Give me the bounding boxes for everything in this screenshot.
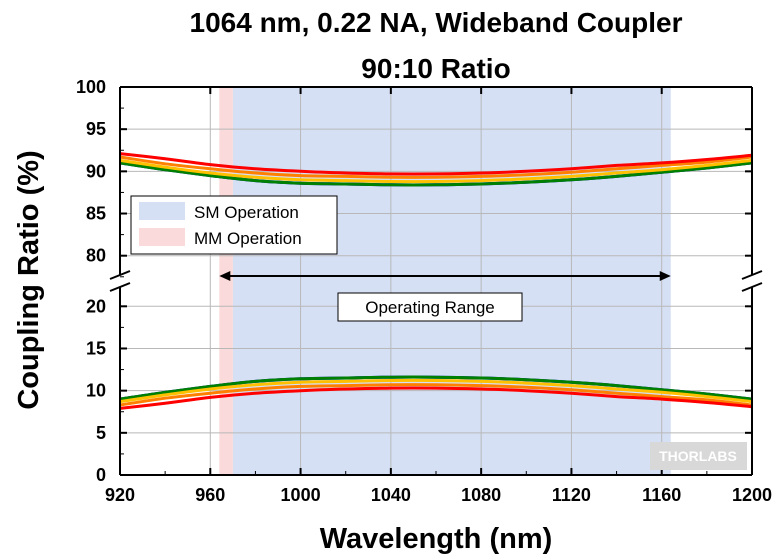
series-4-lower-line [119, 386, 753, 410]
axis-break-mark [109, 282, 131, 292]
series-1-lower-line [119, 375, 753, 401]
y-upper-tick-label: 100 [76, 77, 106, 97]
legend-label-1: MM Operation [194, 229, 302, 248]
y-upper-tick-label: 85 [86, 204, 106, 224]
x-tick-label: 1040 [371, 485, 411, 505]
x-axis-title: Wavelength (nm) [320, 523, 553, 555]
range-label: Operating Range [365, 298, 494, 317]
legend-label-0: SM Operation [194, 203, 299, 222]
thorlabs-logo: THORLABS [650, 442, 747, 470]
chart-title-line-2: 90:10 Ratio [361, 53, 510, 84]
legend-swatch-1 [139, 228, 185, 246]
range-arrow-head-left [219, 271, 231, 281]
shaded-regions [219, 87, 671, 475]
series-4-upper-line [119, 152, 753, 176]
x-tick-label: 1000 [281, 485, 321, 505]
series-2-lower-line [119, 378, 753, 404]
y-upper-tick-label: 95 [86, 119, 106, 139]
data-series [119, 152, 753, 410]
x-tick-label: 1120 [552, 485, 591, 505]
x-tick-label: 1200 [732, 485, 772, 505]
axis-break-mark [741, 282, 763, 292]
y-upper-tick-label: 80 [86, 246, 106, 266]
x-tick-label: 920 [105, 485, 135, 505]
y-lower-tick-label: 5 [96, 423, 106, 443]
legend-swatch-0 [139, 202, 185, 220]
range-label-box [337, 292, 523, 322]
region-0 [232, 87, 671, 475]
series-3-upper-line [119, 155, 753, 179]
x-tick-label: 1160 [642, 485, 681, 505]
y-lower-tick-label: 10 [86, 381, 106, 401]
range-arrow-head-right [659, 271, 671, 281]
chart-title-line-1: 1064 nm, 0.22 NA, Wideband Coupler [190, 7, 683, 38]
series-1-upper-line [119, 161, 753, 187]
logo-text: THORLABS [659, 448, 737, 464]
axis-ticks: 920 960 1000 1040 1080 1120 1160 12008085909510… [76, 77, 772, 505]
y-lower-tick-label: 0 [96, 465, 106, 485]
series-2-upper-line [119, 158, 753, 184]
y-lower-tick-label: 15 [86, 338, 106, 358]
x-tick-label: 1080 [461, 485, 501, 505]
logo-background [650, 442, 747, 470]
series-3-lower-line [119, 383, 753, 407]
y-axis-title: Coupling Ratio (%) [13, 150, 45, 409]
axis-break-mark [109, 270, 131, 280]
region-1 [219, 87, 233, 475]
y-lower-tick-label: 20 [86, 296, 106, 316]
x-tick-label: 960 [195, 485, 225, 505]
axis-break-mark [741, 270, 763, 280]
legend: SM Operation MM Operation [130, 195, 338, 255]
operating-range-annotation: Operating Range [219, 271, 671, 322]
y-upper-tick-label: 90 [86, 161, 106, 181]
